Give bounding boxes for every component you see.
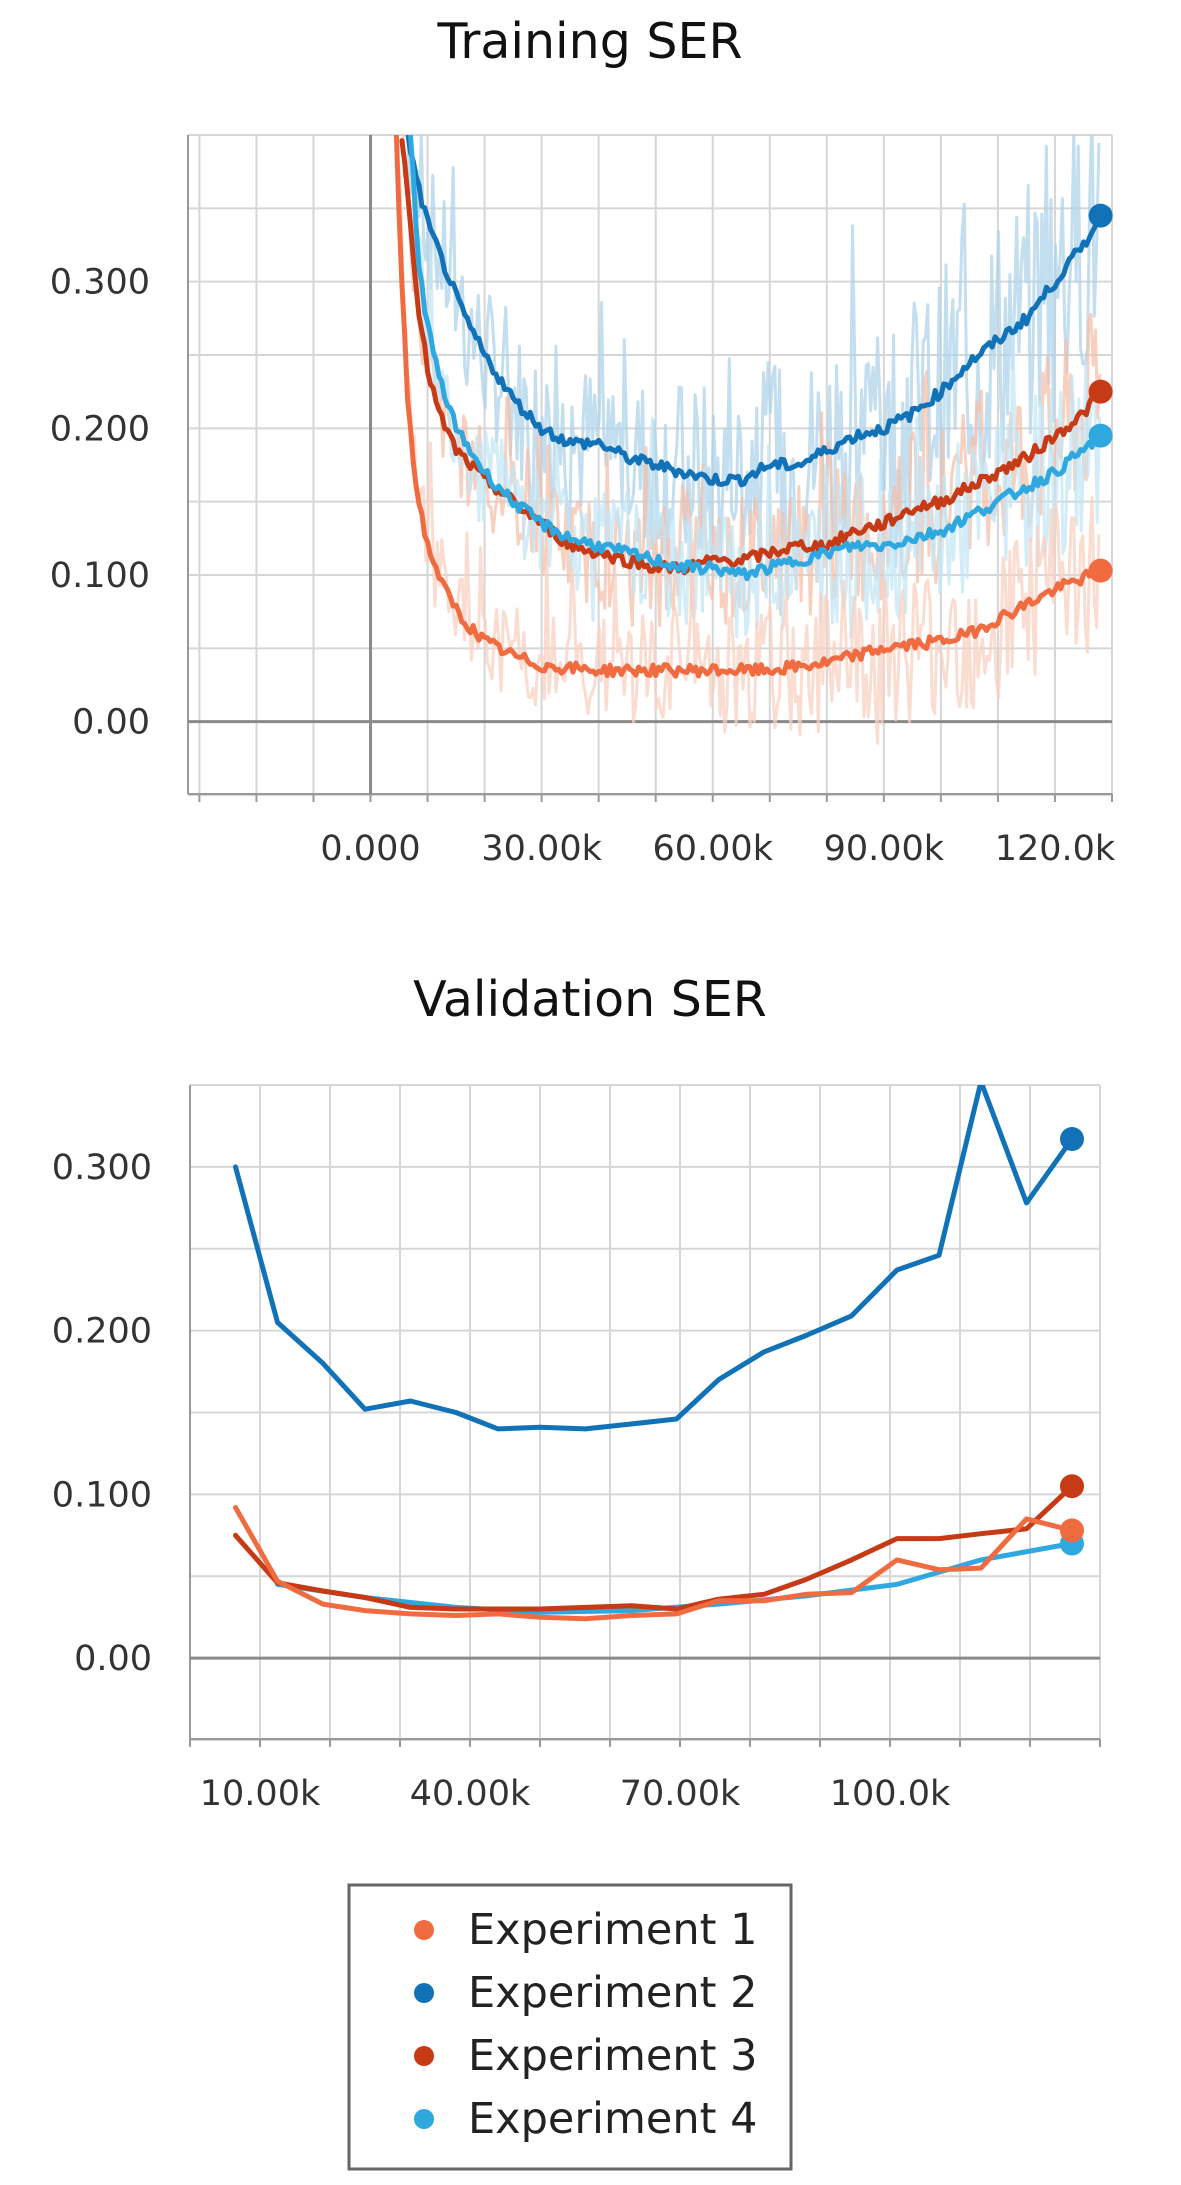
legend-label-experiment-2: Experiment 2 [468, 1968, 757, 2018]
series-line-experiment-2 [233, 1085, 1075, 1432]
series-line-experiment-1 [233, 1505, 1075, 1622]
y-tick-label: 0.100 [50, 556, 150, 596]
x-tick-label: 0.000 [320, 829, 420, 869]
raw-band-experiment-1 [394, 135, 1101, 745]
grid [189, 1084, 1101, 1741]
x-tick-label: 30.00k [481, 829, 602, 869]
plot-area [233, 1085, 1075, 1622]
x-tick-label: 90.00k [824, 829, 945, 869]
legend-item-experiment-3: Experiment 3 [414, 2031, 757, 2081]
end-marker-experiment-2 [1060, 1127, 1084, 1152]
legend-marker-experiment-4 [414, 2109, 434, 2129]
y-tick-label: 0.300 [50, 263, 150, 303]
y-tick-label: 0.200 [52, 1312, 152, 1352]
training-chart-title: Training SER [436, 13, 742, 70]
end-marker-experiment-3 [1088, 379, 1113, 404]
x-tick-label: 70.00k [620, 1774, 741, 1814]
y-tick-label: 0.200 [50, 409, 150, 449]
end-marker-experiment-2 [1088, 203, 1113, 228]
legend-item-experiment-4: Experiment 4 [414, 2094, 757, 2144]
plot-area [393, 135, 1104, 745]
x-tick-label: 100.0k [830, 1774, 951, 1814]
y-tick-label: 0.100 [52, 1475, 152, 1515]
legend: Experiment 1 Experiment 2 Experiment 3 E… [347, 1883, 793, 2171]
end-marker-experiment-1 [1060, 1518, 1084, 1543]
legend-marker-experiment-1 [414, 1920, 434, 1940]
series-line-experiment-1 [393, 135, 1104, 679]
validation-ser-chart: 10.00k 40.00k 70.00k 100.0k 0.00 0.100 0.200 0.… [52, 1084, 1101, 1814]
legend-marker-experiment-2 [414, 1983, 434, 2003]
training-ser-chart: 0.000 30.00k 60.00k 90.00k 120.0k 0.00 0.100 0.… [50, 134, 1116, 869]
x-tick-label: 120.0k [995, 829, 1116, 869]
y-tick-label: 0.00 [72, 703, 150, 743]
y-tick-label: 0.300 [52, 1148, 152, 1188]
legend-item-experiment-2: Experiment 2 [414, 1968, 757, 2018]
x-tick-label: 10.00k [200, 1774, 321, 1814]
series-line-experiment-3 [233, 1483, 1075, 1612]
raw-band-experiment-4 [410, 135, 1101, 639]
legend-item-experiment-1: Experiment 1 [414, 1905, 757, 1955]
legend-marker-experiment-3 [414, 2046, 434, 2066]
end-marker-experiment-4 [1088, 423, 1113, 448]
legend-label-experiment-3: Experiment 3 [468, 2031, 757, 2081]
series-line-experiment-4 [407, 135, 1104, 582]
y-tick-label: 0.00 [74, 1639, 152, 1679]
legend-label-experiment-4: Experiment 4 [468, 2094, 757, 2144]
validation-chart-title: Validation SER [413, 971, 767, 1028]
x-tick-label: 60.00k [653, 829, 774, 869]
series-line-experiment-2 [405, 135, 1104, 488]
x-tick-label: 40.00k [410, 1774, 531, 1814]
end-marker-experiment-3 [1060, 1474, 1084, 1499]
legend-label-experiment-1: Experiment 1 [468, 1905, 757, 1955]
end-marker-experiment-1 [1088, 558, 1113, 583]
